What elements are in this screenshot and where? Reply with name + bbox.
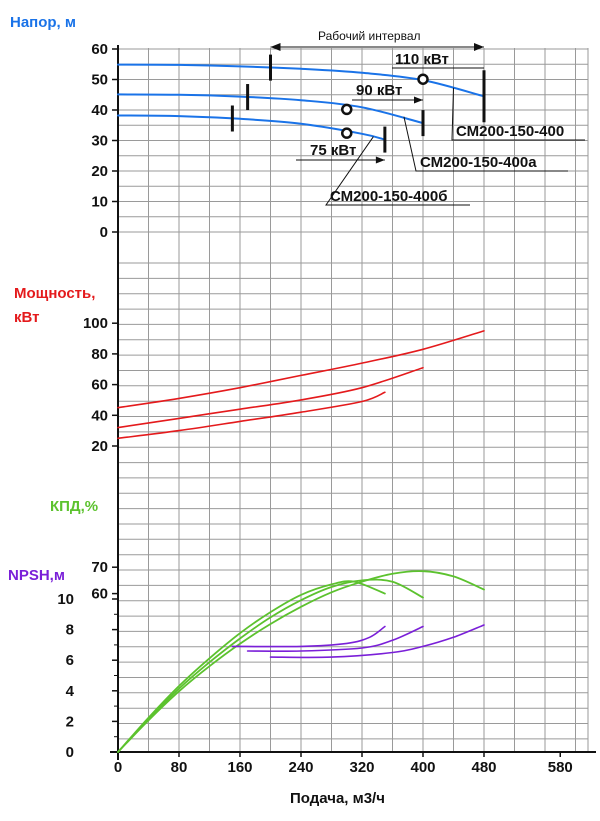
power-tick-label: 20	[91, 438, 108, 455]
working-interval-arrowhead-right	[474, 43, 484, 51]
model-leader-400b	[325, 136, 470, 206]
head-tick-label: 0	[100, 224, 108, 241]
npsh-tick-label: 6	[66, 652, 74, 669]
power-tick-label: 100	[83, 315, 108, 332]
power-label-400a: 90 кВт	[356, 82, 402, 99]
head-curve-2	[117, 114, 386, 141]
npsh-curve-2	[231, 625, 386, 648]
grid	[117, 48, 589, 752]
rated-point	[341, 103, 353, 116]
x-tick-label: 80	[171, 759, 188, 776]
tick-labels: 0 80 160 240 320 400 480 5800102030405060204060…	[57, 41, 572, 776]
npsh-curve-1	[246, 625, 424, 653]
npsh-tick-label: 8	[66, 622, 74, 639]
head-axis-label: Напор, м	[10, 14, 76, 31]
npsh-tick-label: 2	[66, 713, 74, 730]
curves	[117, 54, 486, 753]
head-tick-label: 10	[91, 194, 108, 211]
x-axis-label: Подача, м3/ч	[290, 790, 385, 807]
npsh-tick-label: 0	[66, 744, 74, 761]
x-tick-label: 580	[548, 759, 573, 776]
efficiency-curve-0	[117, 570, 485, 753]
power-curve-0	[117, 330, 485, 409]
power-axis-label-line2: кВт	[14, 309, 40, 326]
model-label-400a: СМ200-150-400а	[420, 154, 537, 171]
head-tick-label: 30	[91, 133, 108, 150]
power-label-400: 110 кВт	[395, 51, 449, 68]
x-tick-label: 400	[410, 759, 435, 776]
efficiency-tick-label: 70	[91, 559, 108, 576]
working-interval-arrowhead-left	[270, 43, 281, 51]
head-tick-label: 40	[91, 102, 108, 119]
npsh-tick-label: 10	[57, 591, 74, 608]
power-curve-2	[117, 391, 386, 440]
power-tick-label: 80	[91, 346, 108, 363]
model-label-400: СМ200-150-400	[456, 123, 564, 140]
efficiency-tick-label: 60	[91, 586, 108, 603]
power-arrow-400b	[375, 156, 385, 164]
power-axis-label-line1: Мощность,	[14, 285, 95, 302]
head-tick-label: 60	[91, 41, 108, 58]
efficiency-curve-2	[117, 580, 386, 753]
power-arrow-400a	[414, 96, 423, 104]
head-curve-1	[117, 93, 424, 125]
rated-point	[341, 127, 353, 139]
model-label-400b: СМ200-150-400б	[330, 188, 447, 205]
power-curve-1	[117, 366, 424, 429]
npsh-curve-0	[269, 624, 485, 659]
model-leader-400a	[403, 116, 568, 172]
x-tick-label: 320	[349, 759, 374, 776]
npsh-axis-label: NPSH,м	[8, 567, 65, 584]
power-label-400b: 75 кВт	[310, 142, 356, 159]
annotations: 110 кВт 90 кВт 75 кВт СМ200-150-400 СМ20…	[270, 43, 585, 206]
axes	[110, 45, 596, 760]
x-tick-label: 0	[114, 759, 122, 776]
efficiency-axis-label: КПД,%	[50, 498, 98, 515]
x-tick-label: 160	[227, 759, 252, 776]
working-interval-label: Рабочий интервал	[318, 29, 421, 43]
efficiency-curve-1	[117, 578, 424, 753]
head-tick-label: 50	[91, 72, 108, 89]
x-tick-label: 240	[288, 759, 313, 776]
model-leader-400	[451, 87, 585, 141]
head-tick-label: 20	[91, 163, 108, 180]
rated-point	[417, 73, 429, 85]
npsh-tick-label: 4	[66, 683, 75, 700]
power-tick-label: 60	[91, 377, 108, 394]
x-tick-label: 480	[471, 759, 496, 776]
power-tick-label: 40	[91, 407, 108, 424]
